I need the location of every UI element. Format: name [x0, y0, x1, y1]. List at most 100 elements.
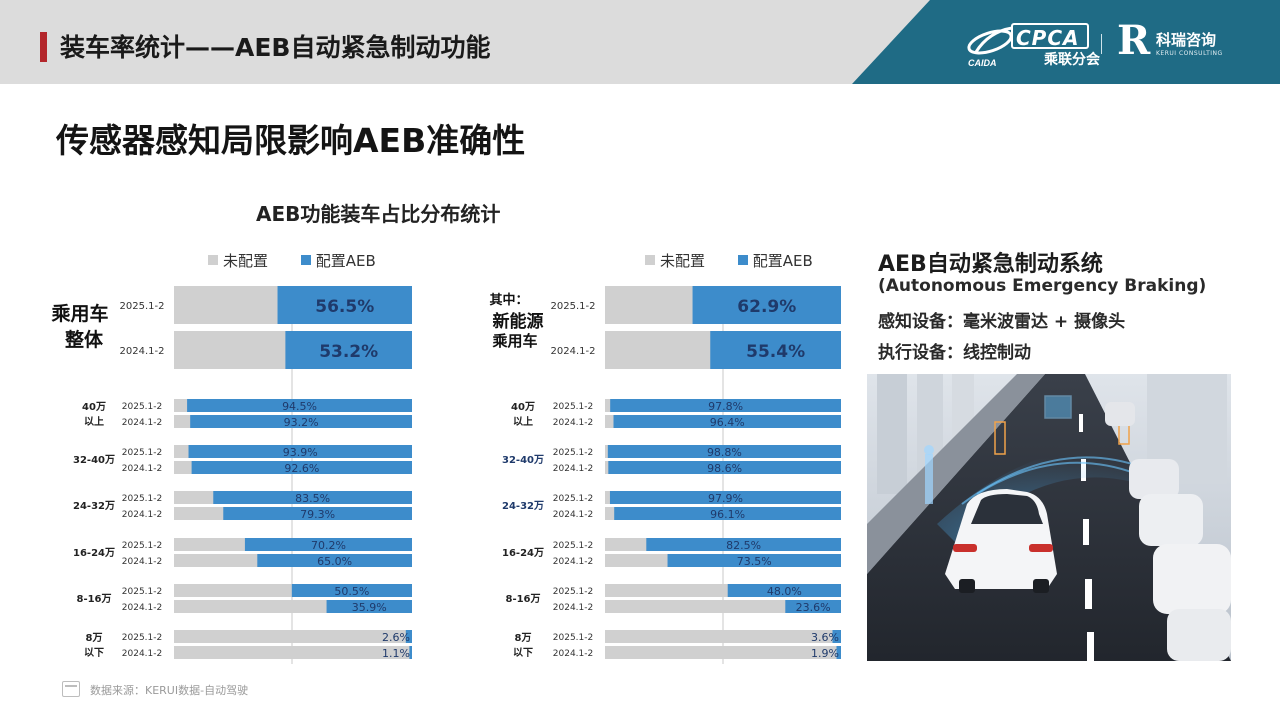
period-label: 2025.1-2 — [553, 448, 593, 458]
period-label: 2024.1-2 — [553, 464, 593, 474]
data-label: 62.9% — [737, 297, 796, 317]
category-label: 乘用车 — [491, 332, 537, 350]
legend-label: 未配置 — [660, 252, 706, 270]
category-label: 整体 — [65, 328, 104, 351]
period-label: 2024.1-2 — [122, 557, 162, 567]
bar-unconfigured — [605, 646, 841, 659]
period-label: 2024.1-2 — [553, 557, 593, 567]
legend-swatch-blue — [300, 255, 311, 265]
cpca-logo-text: CPCA — [1016, 26, 1080, 50]
bar-aeb — [190, 415, 412, 428]
segment-label: 16-24万 — [73, 547, 115, 559]
data-label: 2.6% — [382, 631, 410, 644]
logo-panel — [852, 0, 1280, 84]
category-prefix-label: 其中： — [489, 292, 528, 308]
cpca-mark-text: CAIDA — [968, 58, 997, 68]
category-label: 新能源 — [493, 311, 544, 332]
period-label: 2025.1-2 — [551, 301, 596, 312]
segment-label: 8万 — [86, 632, 103, 644]
period-label: 2025.1-2 — [122, 541, 162, 551]
period-label: 2024.1-2 — [122, 418, 162, 428]
period-label: 2024.1-2 — [553, 603, 593, 613]
legend-swatch-gray — [208, 255, 218, 265]
legend-item-aeb: 配置AEB — [300, 252, 376, 270]
period-label: 2025.1-2 — [553, 402, 593, 412]
info-actuator-line: 执行设备：线控制动 — [878, 343, 1031, 363]
calendar-icon — [62, 681, 80, 697]
bar-unconfigured — [174, 646, 412, 659]
bar-aeb — [608, 461, 841, 474]
bar-aeb — [646, 538, 841, 551]
bar-aeb — [223, 507, 412, 520]
chart-legend-left: 未配置 配置AEB — [208, 250, 404, 271]
period-label: 2024.1-2 — [553, 649, 593, 659]
aeb-road-scene-image — [867, 374, 1231, 661]
legend-item-aeb: 配置AEB — [737, 252, 813, 270]
data-label: 98.6% — [707, 462, 742, 475]
data-label: 56.5% — [315, 297, 374, 317]
bar-aeb — [607, 445, 841, 458]
legend-item-unconfigured: 未配置 — [645, 252, 705, 270]
bar-aeb — [727, 584, 841, 597]
category-label: 乘用车 — [50, 302, 108, 325]
footer-source: 数据来源：KERUI数据-自动驾驶 — [62, 681, 248, 698]
data-label: 97.8% — [708, 400, 743, 413]
bar-aeb — [710, 331, 841, 369]
bar-aeb — [836, 646, 841, 659]
header-title: 装车率统计——AEB自动紧急制动功能 — [60, 33, 491, 62]
data-label: 97.9% — [708, 492, 743, 505]
data-label: 93.2% — [284, 416, 319, 429]
data-label: 73.5% — [737, 555, 772, 568]
data-label: 1.1% — [382, 647, 410, 660]
segment-label: 8万 — [515, 632, 532, 644]
kerui-logo-subtext: KERUI CONSULTING — [1156, 50, 1223, 57]
bar-aeb — [285, 331, 412, 369]
period-label: 2025.1-2 — [553, 633, 593, 643]
period-label: 2025.1-2 — [122, 494, 162, 504]
data-label: 48.0% — [767, 585, 802, 598]
bar-unconfigured — [605, 630, 841, 643]
bar-aeb — [277, 286, 412, 324]
bar-aeb — [610, 399, 841, 412]
period-label: 2024.1-2 — [120, 346, 165, 357]
data-label: 96.4% — [710, 416, 745, 429]
period-label: 2024.1-2 — [122, 510, 162, 520]
bar-aeb — [785, 600, 841, 613]
period-label: 2025.1-2 — [122, 402, 162, 412]
segment-label: 以下 — [84, 647, 104, 659]
segment-label: 40万 — [511, 401, 535, 413]
data-label: 79.3% — [300, 508, 335, 521]
data-label: 83.5% — [295, 492, 330, 505]
page-subtitle: 传感器感知局限影响AEB准确性 — [56, 121, 526, 160]
bar-aeb — [213, 491, 412, 504]
data-label: 93.9% — [283, 446, 318, 459]
segment-label: 以上 — [513, 415, 533, 428]
data-label: 94.5% — [282, 400, 317, 413]
period-label: 2024.1-2 — [553, 510, 593, 520]
bar-aeb — [191, 461, 412, 474]
period-label: 2024.1-2 — [122, 649, 162, 659]
period-label: 2025.1-2 — [122, 587, 162, 597]
period-label: 2024.1-2 — [553, 418, 593, 428]
period-label: 2024.1-2 — [551, 346, 596, 357]
legend-item-unconfigured: 未配置 — [208, 252, 268, 270]
segment-label: 16-24万 — [502, 547, 544, 559]
data-label: 53.2% — [319, 342, 378, 362]
legend-label: 未配置 — [223, 252, 269, 270]
bar-unconfigured — [605, 600, 841, 613]
segment-label: 8-16万 — [505, 593, 540, 605]
logo-divider — [1101, 34, 1102, 54]
bar-aeb — [291, 584, 412, 597]
segment-label: 24-32万 — [502, 500, 544, 512]
kerui-logo-icon: R — [1117, 17, 1151, 64]
legend-swatch-blue — [737, 255, 748, 265]
bar-aeb — [326, 600, 412, 613]
period-label: 2025.1-2 — [553, 587, 593, 597]
data-label: 92.6% — [284, 462, 319, 475]
info-sensor-line: 感知设备：毫米波雷达 + 摄像头 — [878, 312, 1126, 332]
info-subtitle: (Autonomous Emergency Braking) — [878, 276, 1207, 296]
data-label: 65.0% — [317, 555, 352, 568]
period-label: 2025.1-2 — [120, 301, 165, 312]
segment-label: 32-40万 — [73, 454, 115, 466]
bar-aeb — [188, 445, 412, 458]
